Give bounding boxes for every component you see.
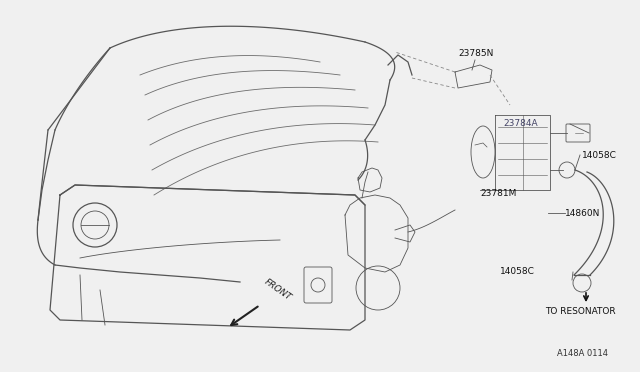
Text: 14860N: 14860N	[565, 208, 600, 218]
Text: A148A 0114: A148A 0114	[557, 349, 608, 358]
Text: 23784A: 23784A	[503, 119, 538, 128]
Text: 14058C: 14058C	[582, 151, 617, 160]
Text: 23785N: 23785N	[458, 49, 493, 58]
Text: 23781M: 23781M	[480, 189, 516, 198]
Text: FRONT: FRONT	[263, 277, 293, 302]
Text: 14058C: 14058C	[500, 267, 535, 276]
Text: TO RESONATOR: TO RESONATOR	[545, 308, 616, 317]
